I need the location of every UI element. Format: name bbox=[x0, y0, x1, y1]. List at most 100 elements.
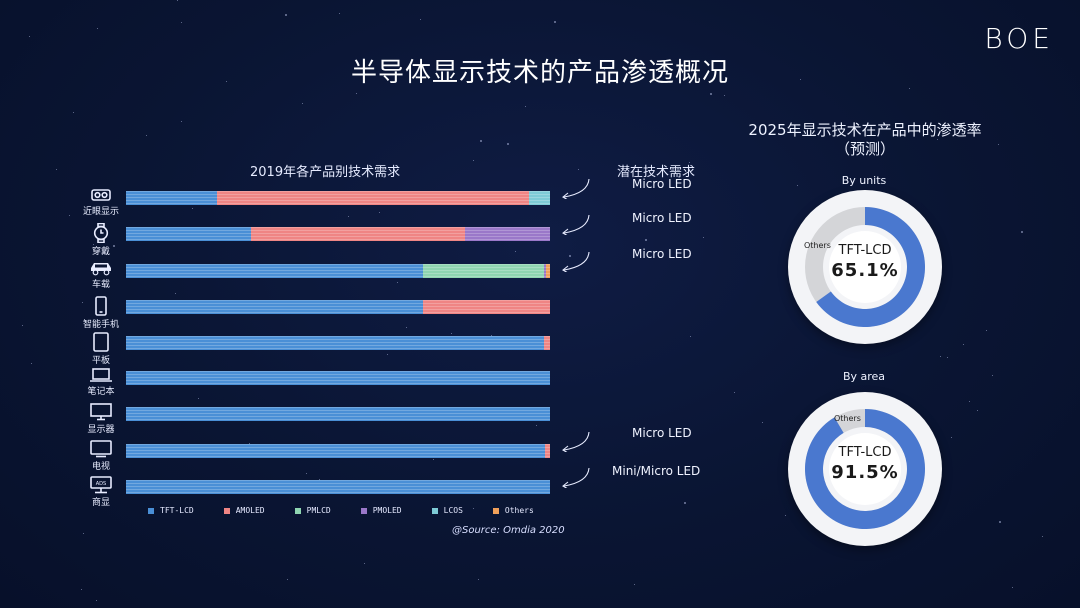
star-dot bbox=[525, 106, 526, 107]
vr-glasses-icon bbox=[76, 187, 126, 203]
star-dot bbox=[937, 139, 938, 140]
donut-slice-tft-lcd bbox=[816, 207, 925, 327]
star-dot bbox=[31, 363, 32, 364]
forecast-title-line2: （预测） bbox=[834, 140, 895, 158]
arrow-icon bbox=[562, 431, 590, 452]
arrow-icon bbox=[562, 214, 590, 235]
stacked-bar bbox=[126, 371, 550, 385]
bar-chart-title: 2019年各产品别技术需求 bbox=[250, 165, 401, 180]
star-dot bbox=[306, 473, 307, 474]
by-area-donut: TFT-LCD 91.5% Others bbox=[788, 392, 942, 546]
star-dot bbox=[940, 356, 941, 357]
star-dot bbox=[947, 357, 948, 358]
star-dot bbox=[480, 140, 482, 142]
stacked-bar bbox=[126, 300, 550, 314]
star-dot bbox=[348, 216, 349, 217]
star-dot bbox=[73, 112, 74, 113]
potential-demand-title: 潜在技术需求 bbox=[617, 165, 696, 180]
star-dot bbox=[406, 327, 407, 328]
star-dot bbox=[963, 344, 964, 345]
star-dot bbox=[387, 354, 388, 355]
star-dot bbox=[1012, 587, 1013, 588]
star-dot bbox=[287, 579, 288, 580]
donut-center-value: 65.1% bbox=[831, 260, 899, 281]
bar-segment-lcos bbox=[528, 191, 550, 205]
star-dot bbox=[986, 330, 987, 331]
star-dot bbox=[473, 160, 474, 161]
donut-center: TFT-LCD 91.5% bbox=[829, 433, 901, 505]
tv-icon bbox=[76, 440, 126, 458]
star-dot bbox=[356, 93, 357, 94]
star-dot bbox=[785, 515, 786, 516]
stacked-bar bbox=[126, 191, 550, 205]
donut-center-label: TFT-LCD bbox=[838, 445, 892, 460]
category-label: 电视 bbox=[91, 462, 110, 472]
laptop-icon bbox=[76, 367, 126, 383]
legend-label: PMLCD bbox=[306, 506, 331, 515]
category-6: 显示器 bbox=[76, 403, 126, 435]
star-dot bbox=[420, 19, 421, 20]
chart-legend: TFT-LCD AMOLED PMLCD PMOLED LCOS Others bbox=[148, 506, 534, 515]
bar-segment-pmlcd bbox=[422, 264, 544, 278]
star-dot bbox=[433, 459, 434, 460]
forecast-title: 2025年显示技术在产品中的渗透率 （预测） bbox=[700, 121, 1030, 159]
star-dot bbox=[998, 144, 999, 145]
category-label: 平板 bbox=[91, 356, 110, 366]
donut-slice-tft-lcd bbox=[805, 409, 925, 529]
donut-center: TFT-LCD 65.1% bbox=[829, 231, 901, 303]
star-dot bbox=[992, 375, 993, 376]
category-label: 笔记本 bbox=[87, 387, 115, 397]
star-dot bbox=[379, 212, 380, 213]
legend-swatch bbox=[431, 507, 438, 514]
category-7: 电视 bbox=[76, 440, 126, 472]
star-dot bbox=[175, 293, 176, 294]
legend-swatch bbox=[148, 507, 154, 514]
star-dot bbox=[113, 245, 115, 247]
category-label: 近眼显示 bbox=[82, 207, 119, 217]
bar-segment-tft-lcd bbox=[126, 264, 423, 278]
stacked-bar bbox=[126, 407, 550, 421]
donut-center-label: TFT-LCD bbox=[838, 243, 892, 258]
legend-item: LCOS bbox=[431, 506, 463, 515]
legend-item: PMOLED bbox=[360, 506, 402, 515]
bar-segment-tft-lcd bbox=[126, 336, 544, 350]
category-label: 穿戴 bbox=[91, 247, 110, 257]
star-dot bbox=[22, 325, 23, 326]
bar-segment-tft-lcd bbox=[126, 300, 423, 314]
star-dot bbox=[554, 21, 556, 23]
by-area-title: By area bbox=[842, 370, 886, 383]
legend-label: PMOLED bbox=[372, 506, 402, 515]
potential-tech-label: Micro LED bbox=[632, 177, 692, 191]
star-dot bbox=[800, 79, 801, 80]
star-dot bbox=[951, 437, 952, 438]
star-dot bbox=[1021, 231, 1023, 233]
star-dot bbox=[339, 13, 340, 14]
bar-segment-tft-lcd bbox=[126, 444, 545, 458]
forecast-title-line1: 2025年显示技术在产品中的渗透率 bbox=[748, 121, 982, 139]
stacked-bar bbox=[126, 336, 550, 350]
star-dot bbox=[198, 398, 199, 399]
star-dot bbox=[146, 135, 147, 136]
star-dot bbox=[977, 410, 978, 411]
star-dot bbox=[684, 502, 686, 504]
by-units-donut: TFT-LCD 65.1% Others bbox=[788, 190, 942, 344]
source-note: @Source: Omdia 2020 bbox=[452, 525, 565, 536]
star-dot bbox=[1042, 536, 1043, 537]
star-dot bbox=[710, 93, 712, 95]
bar-segment-amoled bbox=[422, 300, 550, 314]
bar-segment-pmoled bbox=[543, 264, 546, 278]
star-dot bbox=[999, 521, 1001, 523]
bar-segment-tft-lcd bbox=[126, 371, 550, 385]
legend-item: Others bbox=[492, 506, 534, 515]
car-icon bbox=[76, 260, 126, 276]
bar-segment-tft-lcd bbox=[126, 191, 218, 205]
star-dot bbox=[724, 95, 725, 96]
star-dot bbox=[29, 36, 30, 37]
star-dot bbox=[192, 208, 193, 209]
legend-label: Others bbox=[504, 506, 534, 515]
star-dot bbox=[97, 28, 98, 29]
svg-text:ADS: ADS bbox=[96, 481, 106, 487]
star-dot bbox=[478, 579, 479, 580]
arrow-icon bbox=[562, 178, 590, 199]
star-dot bbox=[969, 401, 970, 402]
